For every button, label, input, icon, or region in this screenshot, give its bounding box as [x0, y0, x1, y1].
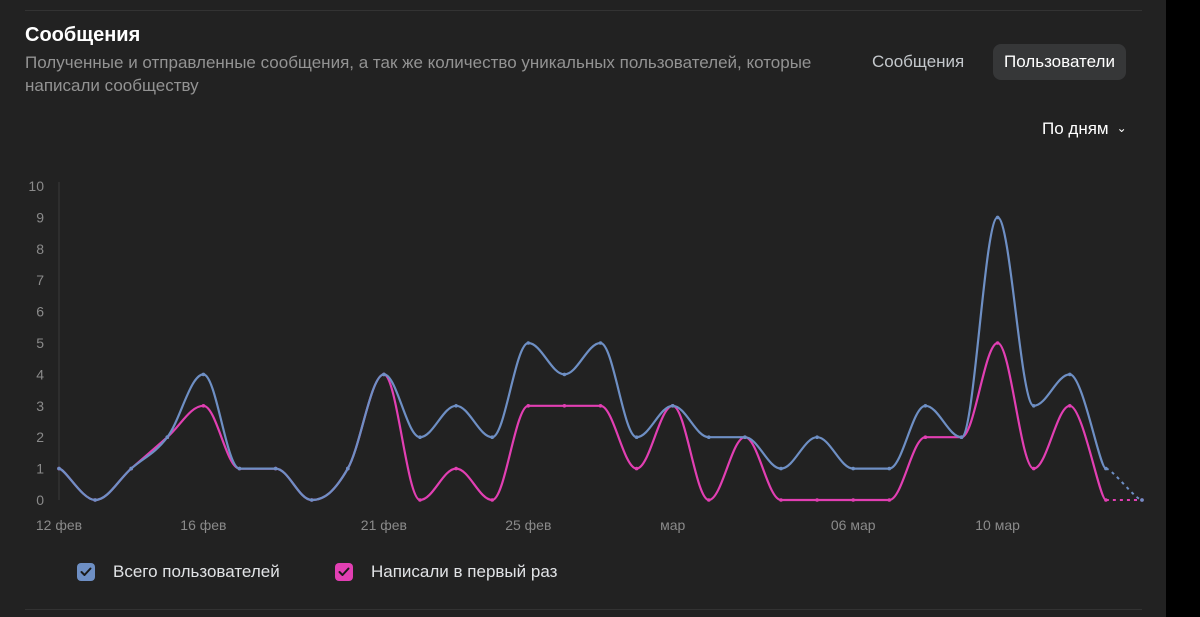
- page-subtitle: Полученные и отправленные сообщения, а т…: [25, 53, 812, 95]
- messages-stats-card: Сообщения Полученные и отправленные сооб…: [0, 0, 1166, 617]
- data-point-total: [346, 466, 350, 471]
- y-tick-label: 7: [36, 272, 44, 288]
- data-point-total: [526, 341, 531, 345]
- data-point-total: [887, 466, 892, 471]
- period-dropdown[interactable]: По дням ⌄: [1042, 119, 1127, 139]
- y-tick-label: 8: [36, 241, 44, 257]
- data-point-first-time: [1031, 466, 1036, 471]
- data-point-first-time: [526, 404, 531, 408]
- data-point-total: [129, 466, 133, 471]
- series-line-total: [57, 216, 1107, 502]
- data-point-total: [382, 372, 386, 377]
- y-tick-label: 5: [36, 335, 44, 351]
- series-line-dashed-total: [1105, 467, 1143, 501]
- data-point-first-time: [707, 498, 711, 502]
- data-point-total: [634, 435, 639, 440]
- data-point-total: [273, 466, 278, 471]
- data-point-total: [1068, 372, 1072, 377]
- y-tick-label: 9: [36, 209, 44, 225]
- checkmark-icon: [80, 567, 92, 576]
- data-point-first-time: [887, 498, 892, 502]
- data-point-total: [995, 215, 1000, 220]
- users-line-chart: 0 1 2 3 4 5 6 7 8 9 10 12 фев 16 фев 21 фев 25 фев мар 0…: [28, 178, 1144, 533]
- legend-item-first-time[interactable]: Написали в первый раз: [335, 561, 557, 583]
- data-point-total: [815, 435, 819, 440]
- data-point-first-time: [1068, 404, 1072, 408]
- legend-label-total: Всего пользователей: [113, 562, 280, 581]
- x-tick-label: 21 фев: [361, 517, 407, 533]
- y-tick-label: 4: [36, 366, 44, 382]
- period-label: По дням: [1042, 119, 1109, 138]
- data-point-first-time: [490, 498, 495, 502]
- data-point-total: [1140, 498, 1144, 502]
- y-tick-label: 2: [36, 429, 44, 445]
- legend-label-first-time: Написали в первый раз: [371, 562, 558, 581]
- data-point-total: [743, 435, 747, 440]
- data-point-total: [923, 404, 928, 408]
- data-point-total: [57, 466, 61, 471]
- data-point-total: [598, 341, 603, 345]
- checkbox-total[interactable]: [77, 563, 95, 581]
- checkbox-first-time[interactable]: [335, 563, 353, 581]
- page-title: Сообщения: [25, 24, 141, 46]
- y-tick-label: 3: [36, 398, 44, 414]
- tab-users[interactable]: Пользователи: [993, 44, 1126, 80]
- x-tick-label: 06 мар: [831, 517, 876, 533]
- data-point-total: [309, 498, 314, 502]
- x-tick-label: 16 фев: [180, 517, 226, 533]
- data-point-total: [454, 404, 458, 408]
- data-point-first-time: [634, 466, 639, 471]
- x-tick-label: мар: [660, 517, 685, 533]
- data-point-first-time: [779, 498, 783, 502]
- x-tick-label: 12 фев: [36, 517, 82, 533]
- data-point-total: [562, 372, 567, 377]
- data-point-first-time: [995, 341, 1000, 345]
- bottom-divider: [25, 609, 1142, 610]
- data-point-first-time: [418, 498, 422, 502]
- data-point-first-time: [598, 404, 603, 408]
- series-line-first-time: [57, 341, 1107, 502]
- data-point-total: [1104, 466, 1108, 471]
- data-point-total: [418, 435, 422, 440]
- data-point-total: [707, 435, 711, 440]
- tab-messages[interactable]: Сообщения: [872, 52, 965, 71]
- data-point-total: [851, 466, 855, 471]
- y-tick-label: 6: [36, 304, 44, 320]
- chevron-down-icon: ⌄: [1116, 121, 1127, 135]
- data-point-first-time: [851, 498, 855, 502]
- x-tick-label: 10 мар: [975, 517, 1020, 533]
- data-point-total: [165, 435, 170, 440]
- data-point-total: [959, 435, 964, 440]
- y-tick-label: 1: [36, 461, 44, 477]
- checkmark-icon: [338, 567, 350, 576]
- y-tick-label: 0: [36, 492, 44, 508]
- x-tick-label: 25 фев: [505, 517, 551, 533]
- data-point-first-time: [201, 404, 206, 408]
- data-point-total: [670, 404, 675, 408]
- legend-item-total[interactable]: Всего пользователей: [77, 561, 280, 583]
- data-point-first-time: [923, 435, 928, 440]
- data-point-total: [779, 466, 783, 471]
- data-point-first-time: [454, 466, 458, 471]
- data-point-first-time: [562, 404, 567, 408]
- data-point-total: [93, 498, 97, 502]
- data-point-first-time: [1104, 498, 1108, 502]
- top-divider: [25, 10, 1142, 11]
- data-point-total: [490, 435, 495, 440]
- data-point-total: [237, 466, 242, 471]
- data-point-first-time: [815, 498, 819, 502]
- y-tick-label: 10: [28, 178, 44, 194]
- data-point-total: [201, 372, 206, 377]
- data-point-total: [1031, 404, 1036, 408]
